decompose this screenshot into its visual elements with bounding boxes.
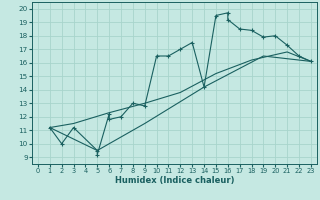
X-axis label: Humidex (Indice chaleur): Humidex (Indice chaleur) (115, 176, 234, 185)
